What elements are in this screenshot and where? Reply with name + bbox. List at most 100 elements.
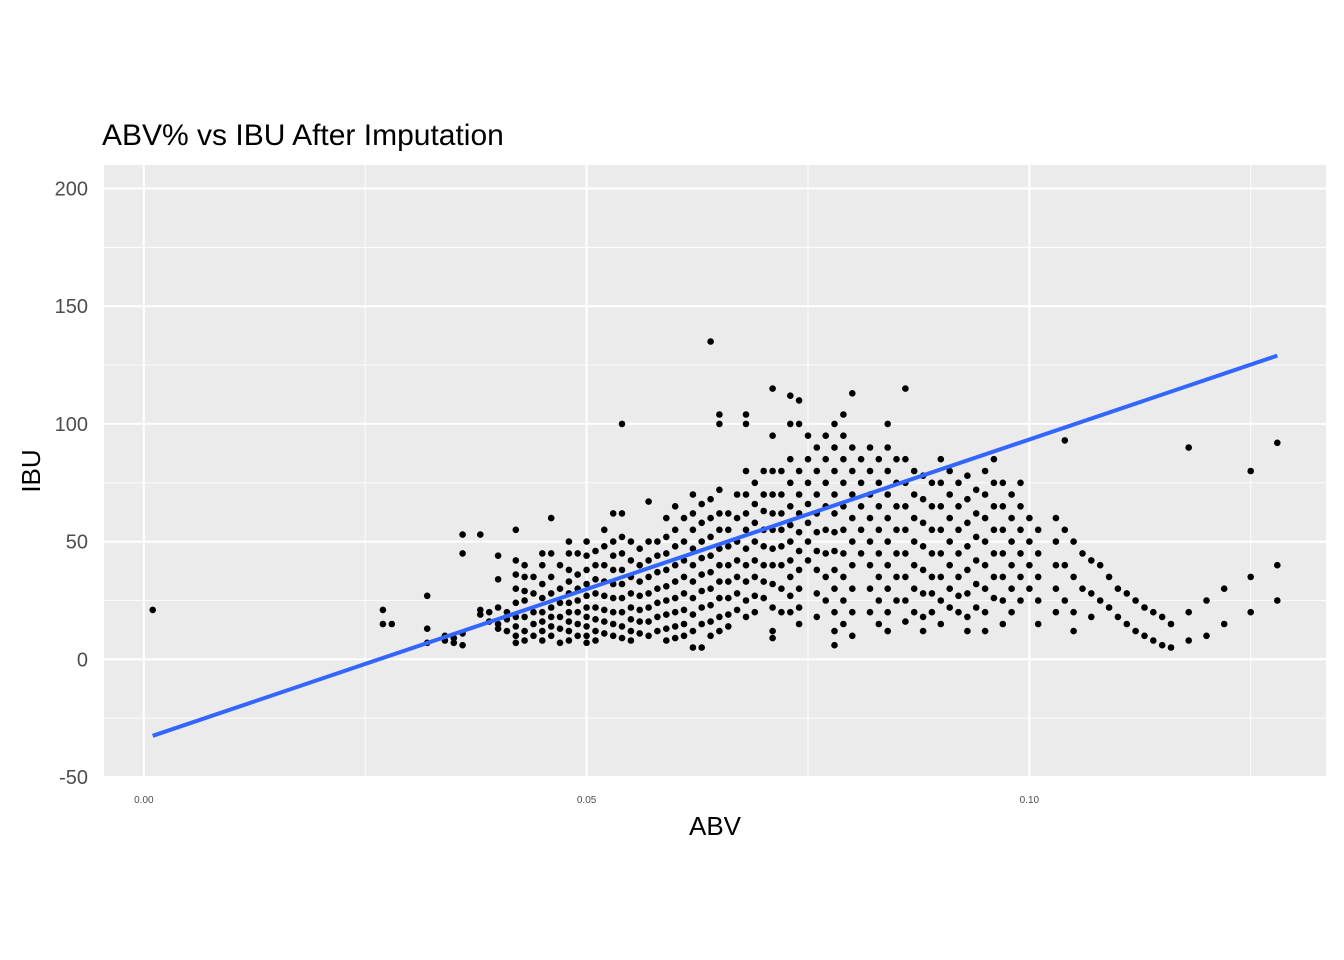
- data-point: [627, 604, 635, 611]
- data-point: [1026, 585, 1033, 592]
- data-point: [875, 455, 883, 463]
- data-point: [884, 608, 891, 616]
- data-point: [1114, 585, 1122, 592]
- x-tick-label: 0.10: [1020, 795, 1040, 806]
- data-point: [556, 561, 564, 569]
- data-point: [972, 557, 980, 564]
- data-point: [990, 573, 998, 581]
- data-point: [477, 611, 484, 618]
- data-point: [1017, 573, 1024, 581]
- data-point: [716, 613, 723, 621]
- data-point: [787, 455, 794, 463]
- data-point: [964, 627, 971, 635]
- data-point: [804, 538, 812, 545]
- data-point: [574, 620, 581, 628]
- data-point: [671, 623, 679, 630]
- data-point: [990, 503, 998, 510]
- data-point: [1017, 503, 1024, 510]
- data-point: [1008, 608, 1015, 616]
- data-point: [910, 585, 918, 592]
- data-point: [459, 550, 466, 557]
- data-point: [769, 510, 776, 517]
- data-point: [795, 547, 803, 555]
- data-point: [1247, 608, 1254, 616]
- data-point: [795, 528, 803, 536]
- data-point: [742, 467, 750, 475]
- data-point: [1203, 632, 1210, 640]
- data-point: [902, 597, 909, 604]
- data-point: [609, 608, 617, 616]
- data-point: [547, 623, 555, 630]
- data-point: [751, 479, 759, 487]
- data-point: [556, 639, 564, 647]
- data-point: [539, 627, 546, 635]
- data-point: [981, 538, 989, 545]
- data-point: [946, 514, 953, 522]
- data-point: [663, 533, 670, 541]
- data-point: [725, 561, 732, 569]
- data-point: [760, 543, 767, 550]
- data-point: [680, 590, 688, 597]
- data-point: [1158, 613, 1166, 621]
- data-point: [725, 526, 732, 534]
- data-point: [981, 467, 989, 475]
- data-point: [592, 627, 599, 635]
- data-point: [813, 590, 821, 597]
- data-point: [725, 543, 732, 550]
- data-point: [1008, 585, 1015, 592]
- data-point: [946, 467, 953, 475]
- data-point: [760, 561, 767, 569]
- data-point: [689, 594, 697, 602]
- data-point: [849, 632, 856, 640]
- data-point: [388, 620, 396, 628]
- data-point: [795, 397, 803, 404]
- data-point: [609, 632, 617, 640]
- data-point: [902, 526, 909, 534]
- data-point: [919, 543, 927, 550]
- data-point: [946, 538, 953, 545]
- data-point: [565, 566, 573, 574]
- data-point: [831, 528, 838, 536]
- data-point: [565, 550, 573, 557]
- data-point: [884, 467, 891, 475]
- data-point: [1034, 550, 1042, 557]
- data-point: [592, 637, 599, 644]
- data-point: [583, 639, 590, 647]
- data-point: [1247, 573, 1254, 581]
- data-point: [999, 526, 1007, 534]
- data-point: [547, 573, 555, 581]
- data-point: [671, 561, 679, 569]
- data-point: [964, 543, 971, 550]
- data-point: [636, 630, 643, 637]
- data-point: [787, 592, 794, 600]
- data-point: [636, 561, 643, 569]
- data-point: [689, 611, 697, 618]
- data-point: [689, 578, 697, 585]
- data-point: [1061, 597, 1069, 604]
- data-point: [698, 500, 705, 508]
- data-point: [831, 566, 838, 574]
- data-point: [972, 533, 980, 541]
- data-point: [671, 503, 679, 510]
- data-point: [990, 526, 998, 534]
- data-point: [1070, 627, 1077, 635]
- data-point: [1203, 597, 1210, 604]
- data-point: [645, 538, 652, 545]
- data-point: [990, 594, 998, 602]
- data-point: [919, 566, 927, 574]
- data-point: [1088, 613, 1095, 621]
- data-point: [671, 578, 679, 585]
- data-point: [547, 590, 555, 597]
- data-point: [813, 613, 821, 621]
- data-point: [654, 568, 661, 576]
- data-point: [928, 550, 936, 557]
- data-point: [1026, 514, 1033, 522]
- data-point: [795, 467, 803, 475]
- data-point: [636, 545, 643, 552]
- data-point: [787, 420, 794, 428]
- data-point: [521, 597, 528, 604]
- data-point: [857, 503, 865, 510]
- data-point: [778, 585, 785, 592]
- data-point: [972, 580, 980, 588]
- data-point: [822, 573, 829, 581]
